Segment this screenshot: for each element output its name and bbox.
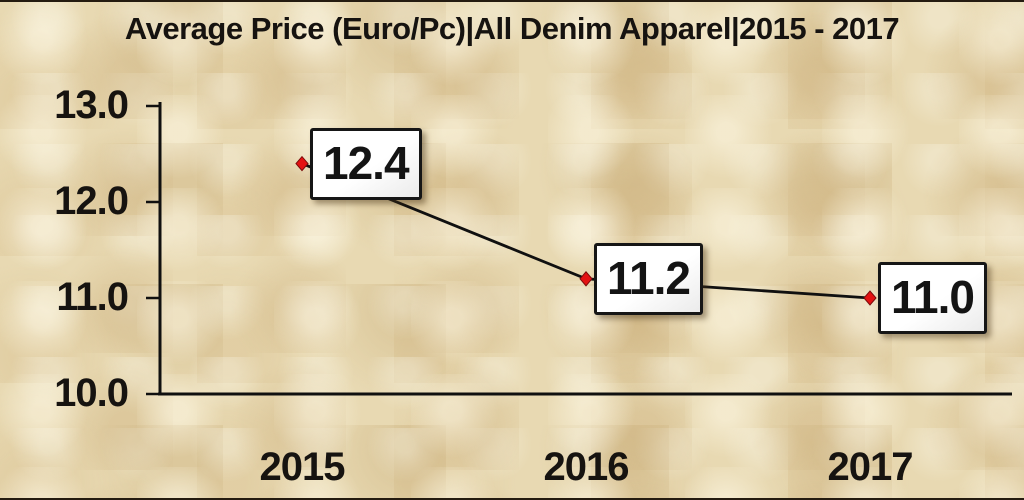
data-point-marker <box>863 290 877 306</box>
x-axis-tick-label: 2015 <box>259 445 346 489</box>
y-axis-tick-label: 10.0 <box>54 371 129 415</box>
y-axis-tick-label: 12.0 <box>54 179 129 223</box>
chart-title: Average Price (Euro/Pc)|All Denim Appare… <box>124 11 900 46</box>
data-label-box: 11.2 <box>594 242 703 315</box>
data-label-box: 11.0 <box>878 262 987 334</box>
data-point-marker <box>579 271 593 287</box>
x-axis-tick-label: 2016 <box>543 445 630 489</box>
y-axis-tick-label: 11.0 <box>56 275 129 319</box>
data-label-box: 12.4 <box>310 127 422 200</box>
x-axis-tick-label: 2017 <box>827 445 914 489</box>
data-point-marker <box>295 155 309 172</box>
y-axis-tick-label: 13.0 <box>54 83 129 127</box>
